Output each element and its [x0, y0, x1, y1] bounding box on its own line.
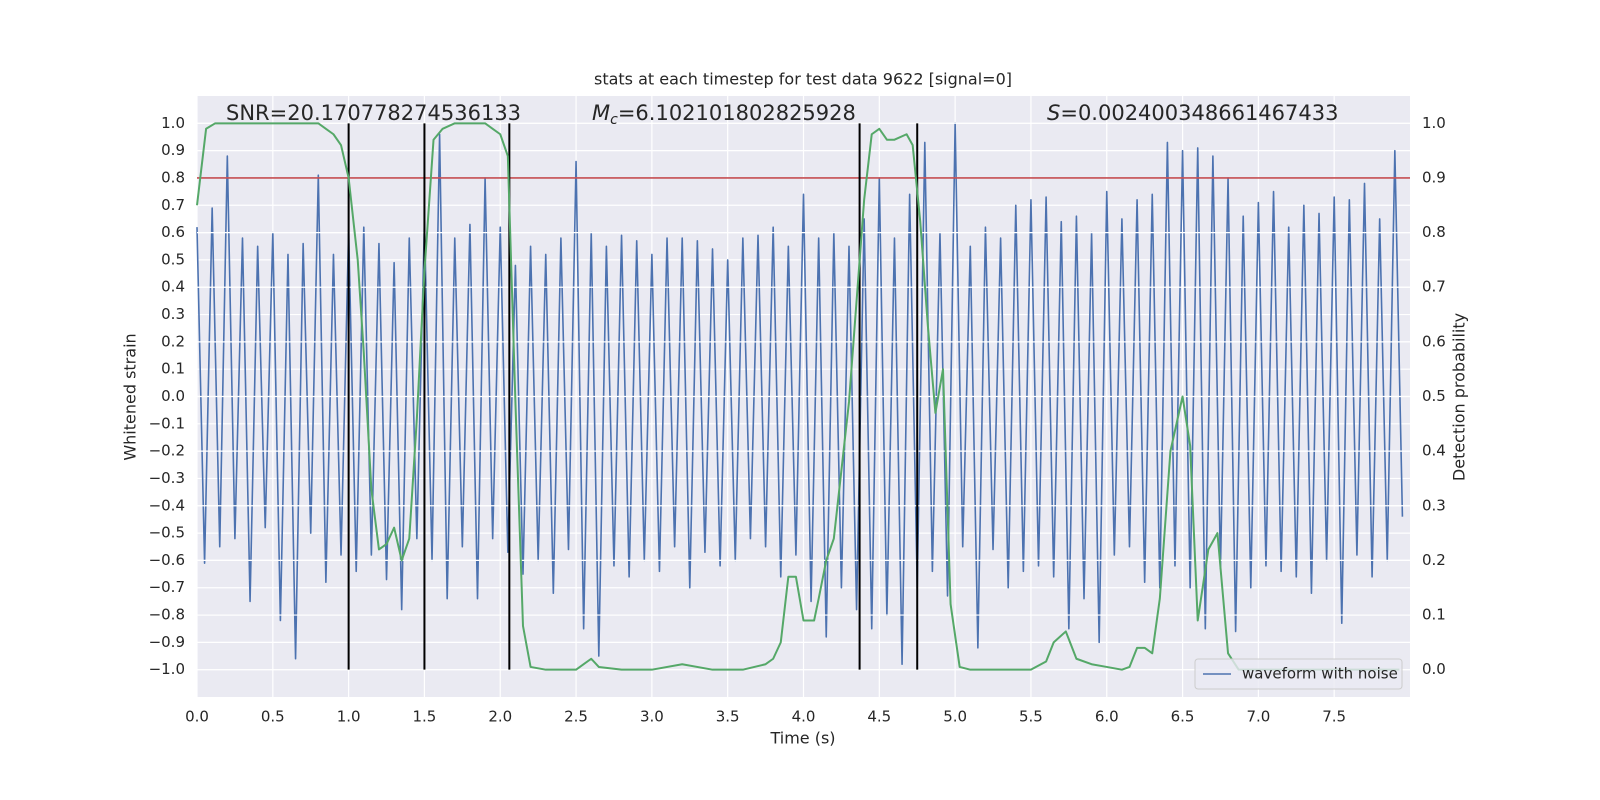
y-tick-label: −0.2 [149, 442, 185, 460]
x-tick-label: 7.5 [1322, 708, 1346, 726]
y2-tick-label: 0.9 [1422, 168, 1446, 186]
y2-tick-label: 0.7 [1422, 278, 1446, 296]
annotation-text: =6.102101802825928 [618, 101, 856, 125]
x-tick-label: 4.0 [792, 708, 816, 726]
y-tick-label: −0.9 [149, 633, 185, 651]
x-tick-label: 3.0 [640, 708, 664, 726]
x-tick-label: 2.5 [564, 708, 588, 726]
y-tick-label: 0.8 [161, 168, 185, 186]
y-tick-label: 0.9 [161, 141, 185, 159]
x-tick-label: 6.0 [1095, 708, 1119, 726]
x-tick-label: 1.5 [413, 708, 437, 726]
y-tick-label: 0.0 [161, 387, 185, 405]
y2-tick-label: 0.2 [1422, 551, 1446, 569]
y-axis-label: Whitened strain [121, 333, 140, 460]
legend-label: waveform with noise [1242, 665, 1398, 683]
chart-title: stats at each timestep for test data 962… [594, 70, 1012, 89]
y-tick-label: −1.0 [149, 660, 185, 678]
y-tick-label: 0.2 [161, 332, 185, 350]
y-tick-label: −0.1 [149, 414, 185, 432]
y2-tick-label: 0.4 [1422, 442, 1446, 460]
y-tick-label: −0.4 [149, 496, 185, 514]
x-tick-label: 3.5 [716, 708, 740, 726]
y-tick-label: 1.0 [161, 114, 185, 132]
y-tick-label: 0.5 [161, 250, 185, 268]
y-tick-label: −0.5 [149, 524, 185, 542]
annotation-text: SNR=20.170778274536133 [226, 101, 521, 125]
annotation: S=0.002400348661467433 [1047, 101, 1338, 125]
y2-tick-label: 0.6 [1422, 332, 1446, 350]
y-tick-label: −0.7 [149, 578, 185, 596]
y-tick-label: 0.3 [161, 305, 185, 323]
y2-tick-label: 0.8 [1422, 223, 1446, 241]
x-tick-label: 1.0 [337, 708, 361, 726]
y-tick-label: −0.3 [149, 469, 185, 487]
y-tick-label: 0.1 [161, 360, 185, 378]
annotation-symbol: M [592, 101, 610, 125]
y2-tick-label: 0.1 [1422, 606, 1446, 624]
y-tick-label: −0.6 [149, 551, 185, 569]
data-line [196, 122, 1404, 666]
x-tick-label: 7.0 [1246, 708, 1270, 726]
x-tick-label: 2.0 [488, 708, 512, 726]
y2-axis-label: Detection probability [1450, 313, 1469, 481]
legend-box [1194, 658, 1403, 690]
y-tick-label: 0.6 [161, 223, 185, 241]
y2-tick-label: 0.3 [1422, 496, 1446, 514]
x-tick-label: 4.5 [867, 708, 891, 726]
y2-tick-label: 0.0 [1422, 660, 1446, 678]
x-tick-label: 0.0 [185, 708, 209, 726]
annotation: Mc=6.102101802825928 [592, 101, 856, 128]
annotation-subscript: c [610, 112, 618, 128]
x-tick-label: 5.5 [1019, 708, 1043, 726]
x-tick-label: 6.5 [1171, 708, 1195, 726]
annotation-symbol: S [1047, 101, 1060, 125]
x-axis-label: Time (s) [769, 729, 835, 748]
x-tick-label: 5.0 [943, 708, 967, 726]
y-tick-label: −0.8 [149, 606, 185, 624]
y-tick-label: 0.4 [161, 278, 185, 296]
y2-tick-label: 0.5 [1422, 387, 1446, 405]
annotation-text: =0.002400348661467433 [1060, 101, 1338, 125]
y2-tick-label: 1.0 [1422, 114, 1446, 132]
data-line [196, 122, 1400, 671]
x-tick-label: 0.5 [261, 708, 285, 726]
y-tick-label: 0.7 [161, 196, 185, 214]
annotation: SNR=20.170778274536133 [226, 101, 521, 125]
